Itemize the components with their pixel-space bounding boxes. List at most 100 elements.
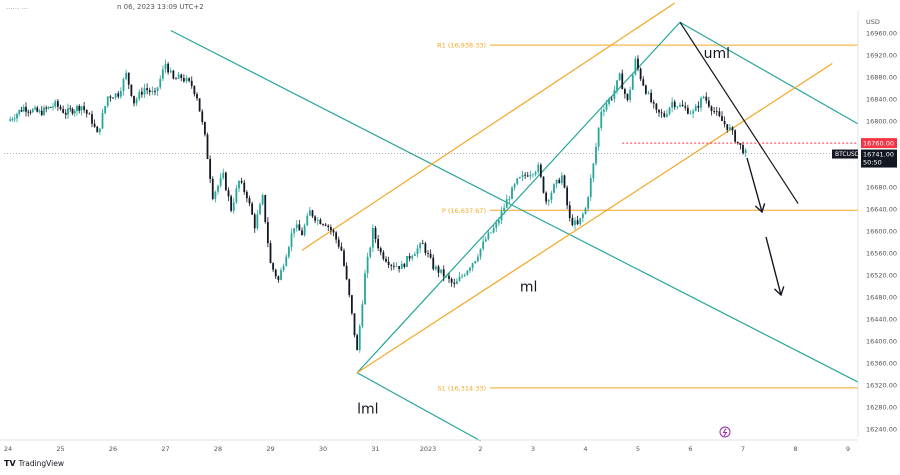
candle-body: [537, 164, 540, 173]
candle-body: [387, 261, 390, 266]
tradingview-logo[interactable]: TV TradingView: [4, 459, 64, 468]
candle-body: [83, 106, 86, 110]
time-tick-label: 4: [583, 445, 587, 453]
candle-body: [400, 263, 403, 269]
candle-body: [650, 92, 653, 103]
candle-body: [568, 205, 571, 218]
candle-body: [59, 106, 62, 110]
candle-body: [224, 172, 227, 191]
candle-body: [135, 98, 138, 104]
candle-body: [350, 295, 353, 314]
candle-body: [364, 273, 366, 305]
candle-body: [38, 110, 41, 112]
candle-body: [112, 97, 114, 99]
candle-body: [211, 178, 214, 199]
candle-body: [366, 256, 369, 274]
trend-drawings: [170, 2, 859, 442]
candle-body: [71, 108, 74, 114]
candle-body: [20, 110, 23, 112]
candle-body: [303, 225, 306, 236]
candle-body: [532, 174, 534, 176]
candle-body: [484, 239, 487, 242]
candle-body: [348, 279, 351, 296]
candle-body: [277, 276, 280, 280]
tradingview-logo-icon: TV: [4, 459, 16, 468]
price-tick-label: 16920.00: [866, 52, 897, 60]
candle-body: [230, 196, 233, 211]
candle-body: [251, 203, 254, 215]
candle-body: [406, 255, 408, 267]
candle-body: [487, 232, 490, 240]
time-tick-label: 7: [741, 445, 745, 453]
candle-body: [148, 90, 151, 93]
candle-body: [269, 243, 272, 264]
plot-area: [4, 14, 858, 437]
candle-body: [248, 198, 251, 204]
median-line: [170, 29, 859, 383]
candle-body: [621, 73, 624, 90]
lower-median-line: [356, 372, 481, 442]
candle-body: [511, 187, 513, 200]
candle-body: [238, 180, 240, 189]
price-tick-label: 16600.00: [866, 227, 897, 235]
candle-body: [545, 192, 548, 202]
candle-body: [140, 91, 143, 95]
pivot-lines: R1 (16,938.33) P (16,637.67) S1 (16,314.33…: [437, 42, 858, 392]
candle-body: [161, 69, 164, 79]
candle-body: [164, 63, 167, 70]
candle-body: [9, 119, 12, 122]
pitchfork-handle: [356, 21, 681, 374]
candle-body: [143, 88, 146, 95]
marked-level-line: [4, 142, 858, 154]
candle-body: [434, 266, 437, 270]
candle-body: [64, 112, 67, 115]
candle-body: [413, 254, 416, 256]
candle-body: [322, 224, 324, 225]
candle-body: [448, 275, 450, 279]
current-price-value: 16741.00: [863, 151, 894, 159]
candle-body: [198, 98, 201, 112]
candle-body: [301, 230, 303, 236]
candle-body: [408, 255, 411, 259]
symbol-tag-text: BTCUSD: [835, 151, 860, 158]
candle-body: [385, 258, 387, 262]
candle-body: [686, 107, 689, 114]
candle-body: [240, 180, 243, 183]
price-axis: USD 16960.00 16920.00 16880.00 16840.00 16800…: [857, 10, 897, 437]
candle-body: [424, 243, 427, 254]
candle-body: [117, 93, 120, 97]
candle-body: [324, 224, 327, 226]
candle-body: [114, 93, 117, 98]
price-tick-label: 16520.00: [866, 271, 897, 279]
candle-body: [744, 149, 747, 154]
candle-body: [655, 103, 658, 110]
candle-body: [516, 178, 519, 185]
candle-body: [629, 89, 632, 100]
candle-body: [521, 174, 524, 178]
candle-body: [282, 265, 285, 271]
channel-lower-line: [356, 62, 833, 374]
candle-body: [390, 265, 393, 266]
grid: [4, 14, 858, 437]
candle-body: [592, 163, 595, 179]
candle-body: [180, 74, 183, 79]
candle-body: [45, 107, 48, 109]
candle-body: [119, 91, 122, 97]
candle-body: [308, 210, 311, 216]
symbol-tag: [832, 149, 858, 159]
time-tick-label: 2023: [420, 445, 437, 453]
candle-body: [96, 126, 99, 133]
candle-body: [88, 113, 91, 115]
candle-body: [702, 96, 705, 99]
time-tick-label: 5: [636, 445, 640, 453]
lightning-bolt-icon[interactable]: [719, 426, 731, 438]
candle-body: [469, 267, 471, 271]
pivot-label: R1 (16,938.33): [437, 42, 486, 50]
candle-body: [692, 111, 695, 114]
candle-body: [159, 78, 162, 88]
candle-body: [500, 211, 503, 221]
candle-body: [663, 113, 666, 117]
candles: [9, 55, 747, 353]
time-tick-label: 31: [371, 445, 379, 453]
